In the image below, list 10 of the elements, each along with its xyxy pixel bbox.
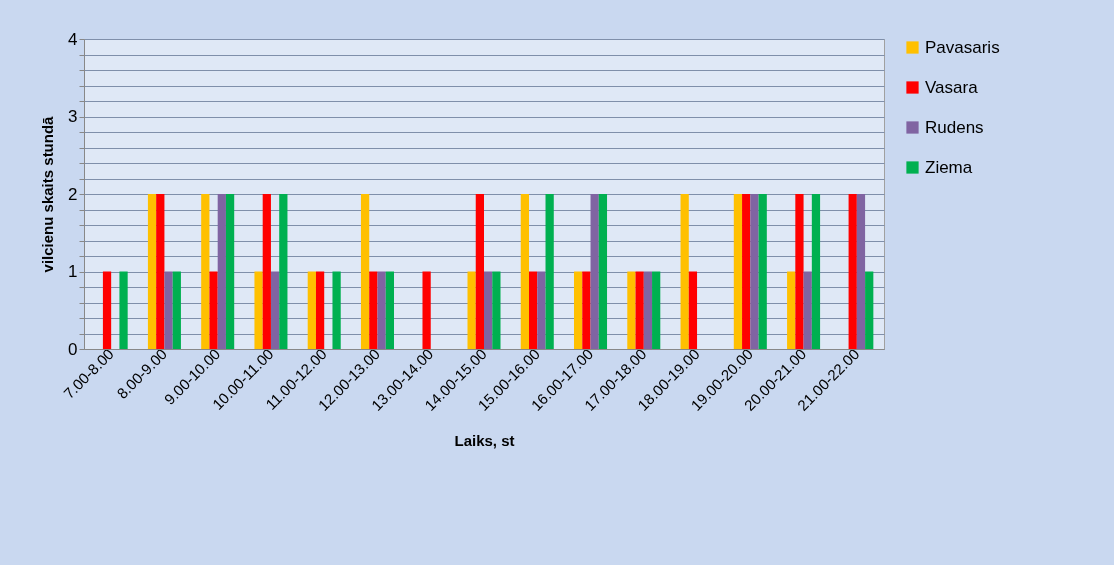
legend-label: Ziema [925, 157, 973, 177]
legend-label: Pavasaris [925, 37, 1000, 57]
x-axis-title: Laiks, st [454, 431, 515, 449]
y-axis-title: vilcienu skaits stundā [39, 115, 57, 273]
y-tick-label: 4 [68, 29, 78, 49]
y-tick-label: 3 [68, 107, 78, 126]
legend-label: Rudens [925, 117, 984, 137]
y-tick-label: 2 [68, 184, 78, 204]
y-tick-label: 1 [68, 262, 78, 281]
legend-label: Vasara [925, 77, 979, 97]
